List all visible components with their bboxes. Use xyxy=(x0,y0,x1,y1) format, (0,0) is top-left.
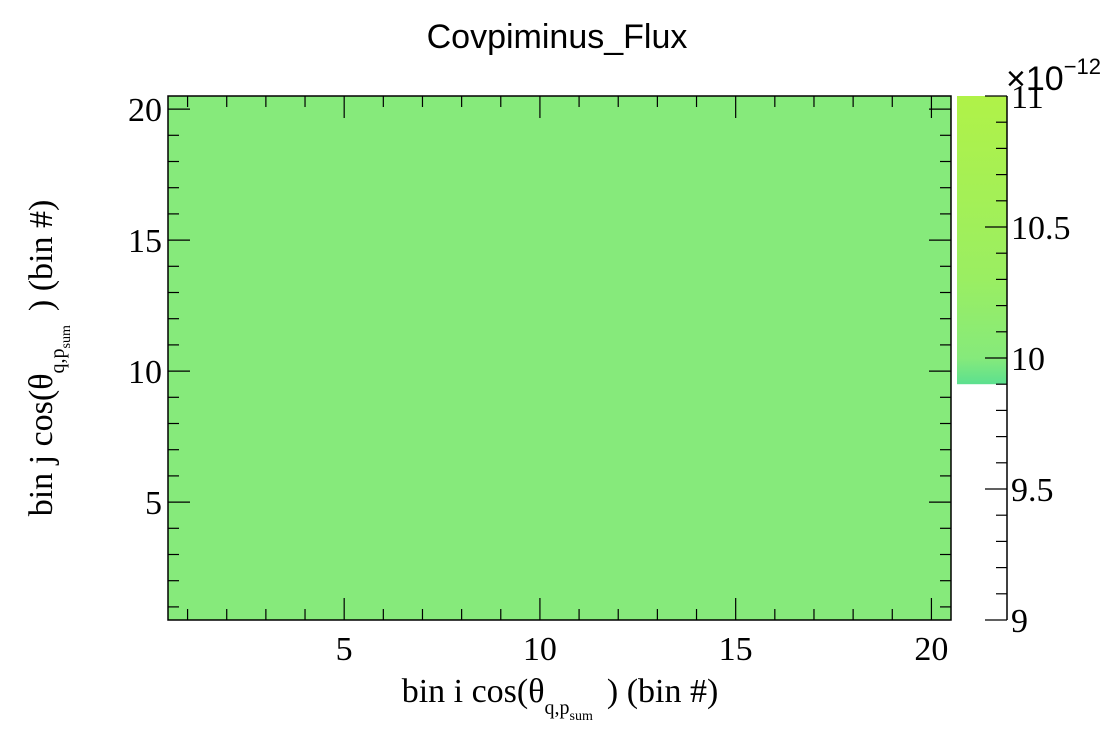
colorbar-tick-label: 9.5 xyxy=(1011,472,1054,509)
colorbar-exponent: ×10−12 xyxy=(1006,54,1101,98)
y-tick-label: 10 xyxy=(128,354,162,391)
x-tick-label: 20 xyxy=(914,631,948,668)
colorbar-tick-label: 10 xyxy=(1011,341,1045,378)
colorbar-tick-label: 10.5 xyxy=(1011,210,1071,247)
x-tick-label: 10 xyxy=(523,631,557,668)
colorbar-ticks: 9 9.5 10 10.5 11 xyxy=(985,79,1071,640)
x-axis-ticks: 5 10 15 20 xyxy=(186,96,948,668)
colorbar-fill xyxy=(957,96,1007,385)
x-axis-label: bin i cos(θq,psum) (bin #) xyxy=(402,673,719,724)
y-tick-label: 5 xyxy=(145,485,162,522)
colorbar-tick-label: 9 xyxy=(1011,603,1028,640)
plot-area: 5 10 15 20 5 10 15 20 xyxy=(128,92,952,668)
y-axis-label: bin j cos(θq,psum) (bin #) xyxy=(23,200,74,517)
y-axis-ticks: 5 10 15 20 xyxy=(128,92,951,608)
colorbar-tick-label: 11 xyxy=(1011,79,1044,116)
plot-frame xyxy=(167,95,952,621)
y-tick-label: 20 xyxy=(128,92,162,129)
heatmap-fill xyxy=(168,96,951,620)
y-tick-label: 15 xyxy=(128,223,162,260)
chart-title: Covpiminus_Flux xyxy=(427,18,688,56)
colorbar: 9 9.5 10 10.5 11 ×10−12 xyxy=(957,54,1101,640)
x-tick-label: 15 xyxy=(719,631,753,668)
x-tick-label: 5 xyxy=(336,631,353,668)
